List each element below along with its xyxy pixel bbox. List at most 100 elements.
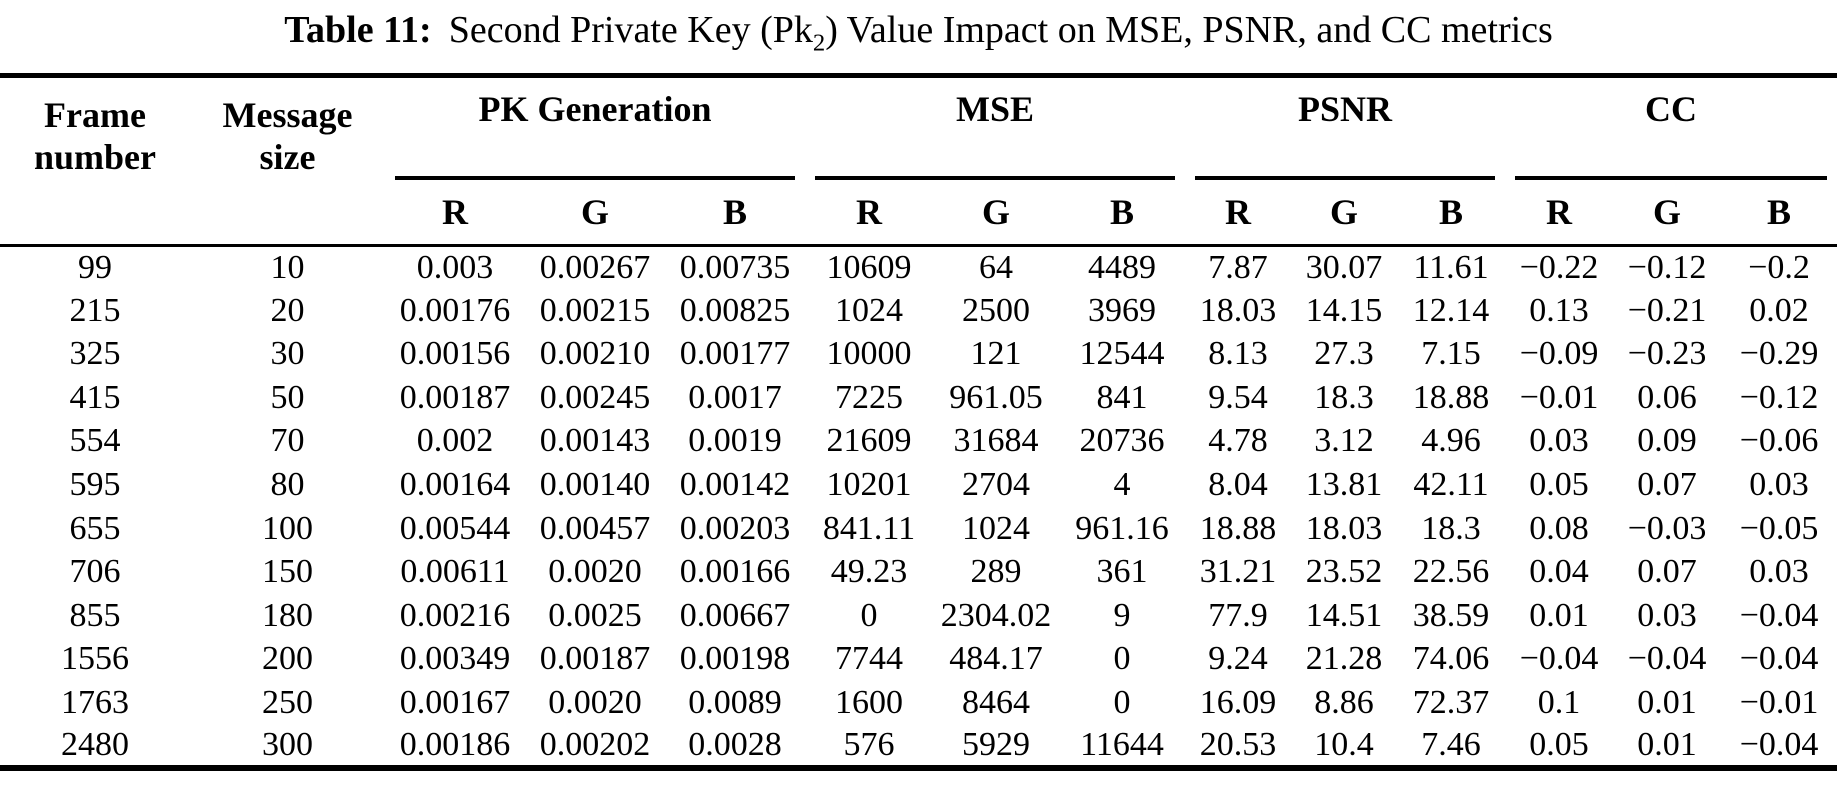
table-cell: 20 <box>270 291 305 329</box>
table-cell: 0.00349 <box>399 640 511 678</box>
table-cell: 23.52 <box>1305 553 1383 591</box>
table-cell: −0.05 <box>1739 509 1819 547</box>
table-cell: 0.08 <box>1529 509 1589 547</box>
table-cell: 80 <box>270 466 305 503</box>
table-cell: 0.00825 <box>679 291 791 329</box>
message-header-line1: Message <box>222 95 353 135</box>
table-cell: 0.002 <box>416 422 494 460</box>
table-cell: −0.29 <box>1739 335 1819 373</box>
subcol-header-pk-r: R <box>385 179 525 247</box>
table-cell: 99 <box>78 249 112 287</box>
subcol-header-cc-g: G <box>1613 179 1722 247</box>
subcol-header-psnr-r: R <box>1185 179 1292 247</box>
table-caption-subscript: 2 <box>812 29 826 57</box>
table-cell: 0.00210 <box>539 335 651 373</box>
table-cell: 0.06 <box>1637 378 1697 416</box>
table-cell: 0.0020 <box>548 553 642 591</box>
table-cell: 0.0028 <box>688 725 782 763</box>
table-cell: 0.00245 <box>539 378 651 416</box>
header-group-row: Frame number Message size PK Generation … <box>0 75 1837 247</box>
table-cell: 0.13 <box>1529 291 1589 329</box>
table-cell: 289 <box>970 553 1022 591</box>
table-cell: 9 <box>1113 596 1131 634</box>
table-cell: −0.23 <box>1627 335 1707 373</box>
table-cell: 0.02 <box>1749 291 1809 329</box>
table-cell: 0.07 <box>1637 466 1697 503</box>
table-cell: 655 <box>69 509 121 547</box>
table-cell: 215 <box>69 291 121 329</box>
table-row: 1556 200 0.00349 0.00187 0.00198 7744 484.17 0 9… <box>0 637 1837 681</box>
table-cell: 5929 <box>962 725 1031 763</box>
table-cell: 0.00186 <box>399 725 511 763</box>
table-cell: 18.03 <box>1199 291 1277 329</box>
subcol-header-mse-r: R <box>805 179 934 247</box>
table-cell: 0.05 <box>1529 725 1589 763</box>
table-cell: 0.00544 <box>399 509 511 547</box>
table-cell: 13.81 <box>1305 466 1383 503</box>
table-cell: 0.00187 <box>399 378 511 416</box>
message-header-line2: size <box>259 137 316 178</box>
table-cell: 855 <box>69 596 121 634</box>
table-cell: 0.00457 <box>539 509 651 547</box>
table-cell: 0.03 <box>1529 422 1589 460</box>
table-cell: 0.00164 <box>399 466 511 503</box>
table-cell: 0.00203 <box>679 509 791 547</box>
table-cell: 0.0017 <box>688 378 782 416</box>
group-header-pk-generation: PK Generation <box>385 76 805 180</box>
table-cell: −0.04 <box>1519 640 1599 678</box>
subcol-header-psnr-b: B <box>1397 179 1506 247</box>
table-cell: 0.01 <box>1529 596 1589 634</box>
subcol-header-psnr-g: G <box>1291 179 1398 247</box>
table-cell: 415 <box>69 378 121 416</box>
table-cell: −0.09 <box>1519 335 1599 373</box>
table-cell: 8.13 <box>1208 335 1268 373</box>
table-row: 415 50 0.00187 0.00245 0.0017 7225 961.05 841 9.… <box>0 376 1837 420</box>
table-cell: 50 <box>270 378 305 416</box>
group-label-cc: CC <box>1645 89 1698 129</box>
table-cell: 4.78 <box>1208 422 1268 460</box>
table-cell: 72.37 <box>1412 683 1490 721</box>
table-cell: 16.09 <box>1199 683 1277 721</box>
table-cell: 0.00215 <box>539 291 651 329</box>
table-cell: 0.00216 <box>399 596 511 634</box>
table-cell: 18.3 <box>1314 378 1374 416</box>
table-cell: −0.04 <box>1739 725 1819 763</box>
table-cell: 595 <box>69 466 121 503</box>
table-cell: 0.00176 <box>399 291 511 329</box>
table-cell: −0.04 <box>1739 640 1819 678</box>
table-caption-label: Table 11: <box>284 9 432 51</box>
table-cell: 7.46 <box>1421 725 1481 763</box>
table-cell: 180 <box>262 596 313 634</box>
table-cell: 0.03 <box>1749 466 1809 503</box>
table-body: 99 10 0.003 0.00267 0.00735 10609 64 4489 7.87 30… <box>0 246 1837 769</box>
table-cell: 0.00198 <box>679 640 791 678</box>
subcol-header-pk-b: B <box>665 179 806 247</box>
table-row: 554 70 0.002 0.00143 0.0019 21609 31684 20736 4.… <box>0 420 1837 464</box>
group-label-pk-generation: PK Generation <box>478 89 712 129</box>
frame-header-line1: Frame <box>44 95 146 135</box>
table-cell: 14.15 <box>1305 291 1383 329</box>
table-cell: 64 <box>979 249 1014 287</box>
table-cell: 30 <box>270 335 305 373</box>
table-cell: 18.88 <box>1199 509 1277 547</box>
table-cell: −0.12 <box>1739 378 1819 416</box>
table-cell: −0.21 <box>1627 291 1707 329</box>
table-cell: 22.56 <box>1412 553 1490 591</box>
table-cell: 7744 <box>835 640 904 678</box>
table-cell: 576 <box>843 725 895 763</box>
group-header-psnr: PSNR <box>1185 76 1505 180</box>
table-cell: 14.51 <box>1305 596 1383 634</box>
table-cell: 0.05 <box>1529 466 1589 503</box>
group-label-psnr: PSNR <box>1298 89 1393 129</box>
subcol-header-cc-r: R <box>1505 179 1614 247</box>
frame-header-line2: number <box>33 137 156 178</box>
subcol-header-mse-b: B <box>1059 179 1186 247</box>
table-cell: 70 <box>270 422 305 460</box>
table-cell: 0.0019 <box>688 422 782 460</box>
table-cell: −0.01 <box>1739 683 1819 721</box>
table-cell: 74.06 <box>1412 640 1490 678</box>
table-cell: 38.59 <box>1412 596 1490 634</box>
table-cell: −0.04 <box>1739 596 1819 634</box>
table-cell: 0.03 <box>1749 553 1809 591</box>
table-cell: 100 <box>262 509 313 547</box>
